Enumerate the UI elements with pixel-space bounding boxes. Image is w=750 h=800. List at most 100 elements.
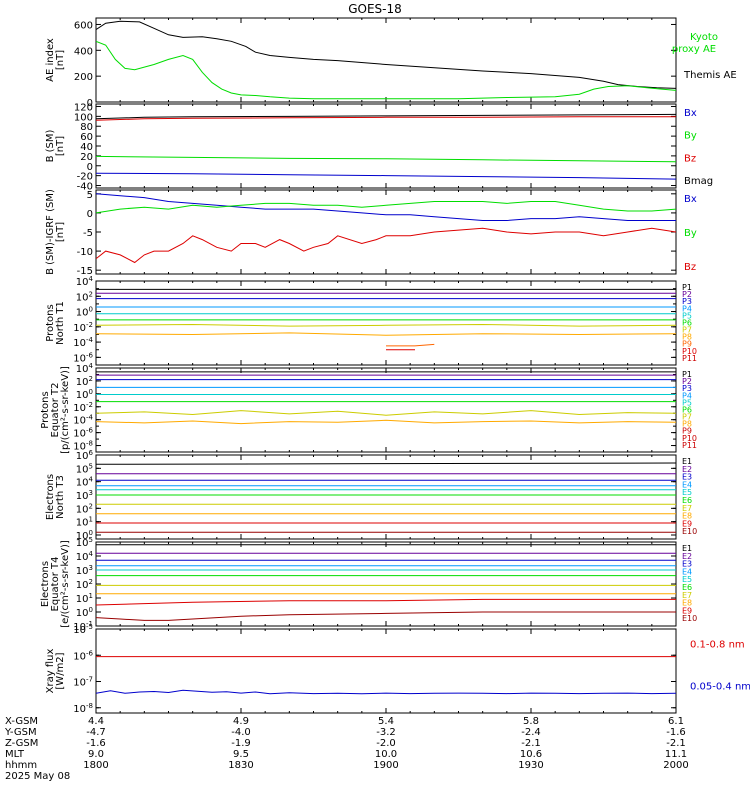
series-line-e1 xyxy=(96,462,676,465)
legend-e10: E10 xyxy=(682,527,697,536)
series-line-p7 xyxy=(96,410,676,416)
panel-ae: 0 200 400 600 AE index [nT] Themis AE Kyotoprox… xyxy=(45,17,737,109)
y-tick-label: 101 xyxy=(76,516,93,529)
legend-bx: Bx xyxy=(684,108,697,119)
legend-p8: P8 xyxy=(682,420,692,429)
y-tick-label: 101 xyxy=(76,592,93,605)
axis-row-value: 2000 xyxy=(663,760,688,771)
y-axis-label: B (SM)-IGRF (SM) xyxy=(45,189,56,275)
series-group xyxy=(96,20,676,100)
legend-kyoto-proxy-ae: proxy AE xyxy=(672,44,716,55)
legend-e6: E6 xyxy=(682,583,692,592)
panel-pnorth: 10-6 10-4 10-2 100 102 104 Protons North T1 P1P2… xyxy=(45,275,697,366)
y-tick-label: 10-7 xyxy=(73,676,93,689)
legend-p6: P6 xyxy=(682,318,692,327)
legend-p5: P5 xyxy=(682,398,692,407)
y-tick-label: 40 xyxy=(80,142,93,153)
axis-row-value: 4.4 xyxy=(88,716,104,727)
series-group xyxy=(96,544,676,621)
axis-row-value: 5.4 xyxy=(378,716,394,727)
axis-row-value: 11.1 xyxy=(665,749,687,760)
y-tick-label: 10-8 xyxy=(73,702,93,715)
axis-row-value: -2.0 xyxy=(376,738,396,749)
y-tick-label: 10-2 xyxy=(73,321,93,334)
series-line-bx xyxy=(96,193,676,221)
y-tick-label: 100 xyxy=(76,306,93,319)
y-axis-label: [e/(cm²-s-sr-keV)] xyxy=(60,540,71,628)
legend-p4: P4 xyxy=(682,391,692,400)
y-axis-label: North T3 xyxy=(55,475,66,519)
axis-row-value: 1800 xyxy=(83,760,108,771)
legend-p1: P1 xyxy=(682,370,692,379)
legend-by: By xyxy=(684,131,697,142)
y-axis-label: Protons xyxy=(45,304,56,341)
y-axis-label: North T1 xyxy=(55,301,66,345)
legend-p11: P11 xyxy=(682,441,697,450)
date-label: 2025 May 08 xyxy=(5,771,70,782)
y-tick-label: 103 xyxy=(76,489,93,502)
legend-bmag: Bmag xyxy=(684,176,713,187)
legend-p9: P9 xyxy=(682,340,692,349)
axis-row-value: 1830 xyxy=(228,760,253,771)
y-tick-label: 120 xyxy=(74,102,93,113)
y-tick-label: 105 xyxy=(76,462,93,475)
legend-bz: Bz xyxy=(684,153,696,164)
legend-e5: E5 xyxy=(682,575,692,584)
y-axis-label: Equator T2 xyxy=(50,383,61,438)
y-tick-label: -5 xyxy=(83,228,93,239)
y-tick-label: -40 xyxy=(77,182,93,193)
axis-row-label: hhmm xyxy=(5,760,37,771)
axis-row-label: MLT xyxy=(5,749,25,760)
y-tick-label: 10-5 xyxy=(73,623,93,636)
series-line-0-05-0-4-nm xyxy=(96,689,676,695)
series-line-p7 xyxy=(96,323,676,327)
y-tick-label: 0 xyxy=(87,209,93,220)
y-tick-label: 10-8 xyxy=(73,440,93,453)
series-line-by xyxy=(96,155,676,163)
y-axis-label: [W/m2] xyxy=(55,652,66,689)
y-axis-label: [nT] xyxy=(55,222,66,242)
legend-e3: E3 xyxy=(682,560,692,569)
legend-e2: E2 xyxy=(682,552,692,561)
time-axis-footer: X-GSM 4.4 4.9 5.4 5.8 6.1Y-GSM -4.7 -4.0 -3.2 -2.… xyxy=(4,716,689,782)
y-tick-label: -20 xyxy=(77,172,93,183)
y-tick-label: 104 xyxy=(76,362,94,375)
panel-bigrf: -15 -10 -5 0 5 B (SM)-IGRF (SM) [nT] Bx By Bz xyxy=(45,189,697,277)
y-tick-label: 600 xyxy=(74,20,93,31)
y-axis-label: Protons xyxy=(40,391,51,428)
y-tick-label: 200 xyxy=(74,72,93,83)
axis-row-value: -1.9 xyxy=(231,738,251,749)
series-line-themis-ae xyxy=(96,20,676,89)
y-tick-label: 102 xyxy=(76,502,93,515)
panel-xray: 10-8 10-7 10-6 10-5 Xray flux [W/m2] 0.1-0.8 n… xyxy=(45,623,750,715)
y-axis-label: [p/(cm²-s-sr-keV)] xyxy=(60,366,71,454)
series-line-bz xyxy=(96,227,676,264)
legend-themis-ae: Themis AE xyxy=(683,70,737,81)
legend-p9: P9 xyxy=(682,427,692,436)
y-tick-label: 10-6 xyxy=(73,649,93,662)
axis-row-value: 6.1 xyxy=(668,716,684,727)
y-tick-label: 103 xyxy=(76,564,93,577)
axis-row-value: -2.1 xyxy=(666,738,686,749)
axis-row-label: X-GSM xyxy=(5,716,38,727)
series-group xyxy=(96,656,676,695)
legend-e2: E2 xyxy=(682,465,692,474)
y-tick-label: 10-6 xyxy=(73,427,93,440)
axis-row-label: Z-GSM xyxy=(5,738,38,749)
legend-p11: P11 xyxy=(682,354,697,363)
series-group xyxy=(96,288,676,351)
legend-p7: P7 xyxy=(682,413,692,422)
y-axis-label: Electrons xyxy=(45,474,56,520)
legend-e1: E1 xyxy=(682,457,692,466)
y-tick-label: 10-2 xyxy=(73,401,93,414)
y-tick-label: -15 xyxy=(77,266,93,277)
legend-p10: P10 xyxy=(682,347,697,356)
series-line-bx xyxy=(96,172,676,180)
legend-0-05-0-4-nm: 0.05-0.4 nm xyxy=(690,681,750,692)
series-line-bmag xyxy=(96,113,676,120)
axis-row-value: -2.1 xyxy=(521,738,541,749)
series-line-by xyxy=(96,201,676,214)
axis-row-value: 10.0 xyxy=(375,749,397,760)
legend-p8: P8 xyxy=(682,333,692,342)
